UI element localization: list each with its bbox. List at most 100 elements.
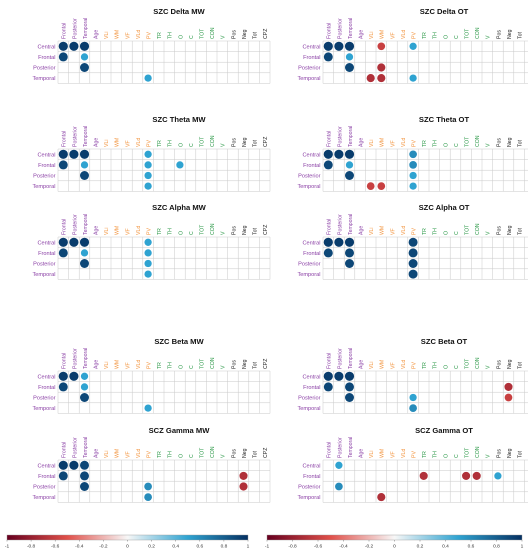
correlation-dot	[334, 237, 344, 247]
correlation-dot	[58, 149, 68, 159]
column-label: Pos	[231, 138, 237, 147]
column-label: C	[454, 143, 460, 147]
row-label: Temporal	[297, 272, 320, 278]
column-label: TOT	[200, 447, 206, 458]
column-label: TR	[157, 451, 163, 458]
column-label: Frontal	[62, 23, 68, 39]
grid	[322, 236, 528, 280]
column-label: WM	[115, 449, 121, 458]
colorbar-tick-label: 0.8	[221, 544, 228, 550]
column-label: CPZ	[263, 29, 269, 39]
column-label: Temporal	[348, 437, 354, 458]
column-label: V	[221, 365, 227, 369]
column-label: VF	[390, 140, 396, 147]
column-label: V	[221, 454, 227, 458]
column-label: PV	[412, 451, 418, 458]
colorbar-tick-label: -0.6	[314, 544, 323, 550]
row-label: Central	[37, 240, 55, 246]
grid	[57, 370, 271, 414]
colorbar-1: -1 -0.8 -0.6 -0.4 -0.2 0 0.2 0.4 0.6 0.8 1	[5, 534, 250, 550]
correlation-dot	[58, 382, 68, 392]
correlation-dot	[144, 171, 152, 180]
correlation-dot	[409, 150, 417, 159]
column-label: Pos	[496, 30, 502, 39]
column-label: WM	[380, 226, 386, 235]
correlation-dot	[80, 460, 89, 470]
column-label: CON	[210, 223, 216, 235]
correlation-dot	[80, 259, 89, 268]
column-label: WM	[115, 138, 121, 147]
correlation-dot	[409, 161, 417, 169]
correlation-dot	[80, 393, 89, 402]
column-label: V	[486, 143, 492, 147]
column-label: TR	[157, 228, 163, 235]
column-label: TOT	[200, 136, 206, 147]
colorbar-tick-label: 0.6	[468, 544, 475, 550]
correlation-dot	[58, 52, 68, 62]
column-label: WM	[115, 226, 121, 235]
column-label: C	[454, 231, 460, 235]
correlation-dot	[345, 53, 354, 61]
grid	[322, 459, 528, 503]
grid	[57, 459, 271, 503]
column-label: Temporal	[348, 348, 354, 369]
colorbar-tick-label: -0.6	[51, 544, 60, 550]
column-label: C	[189, 35, 195, 39]
correlation-dot	[323, 52, 333, 62]
column-label: VF	[125, 362, 131, 369]
colorbar-tick-label: 1	[521, 544, 524, 550]
column-label: TH	[433, 32, 439, 39]
column-label: Neg	[242, 29, 248, 39]
correlation-dot	[58, 371, 68, 381]
panel-szc-alpha-ot: SZC Alpha OT Frontal Posterior Temporal Age V…	[297, 203, 528, 280]
column-label: TR	[157, 32, 163, 39]
column-label: Temporal	[83, 18, 89, 39]
column-label: WM	[115, 360, 121, 369]
correlation-dot	[58, 160, 68, 170]
column-label: VF	[125, 451, 131, 458]
column-label: TR	[422, 451, 428, 458]
column-label: VLi	[104, 228, 110, 236]
panel-title: SCZ Gamma MW	[149, 426, 211, 435]
panel-szc-delta-mw: SZC Delta MW Frontal Posterior Temporal Age V…	[32, 7, 271, 84]
correlation-dot	[58, 471, 68, 481]
column-label: VLd	[401, 30, 407, 39]
column-label: Posterior	[72, 126, 78, 147]
column-label: VLd	[401, 138, 407, 147]
row-label: Temporal	[32, 272, 55, 278]
column-label: VF	[125, 228, 131, 235]
correlation-dot	[80, 63, 89, 72]
column-label: Pos	[496, 138, 502, 147]
column-label: CON	[210, 357, 216, 369]
correlation-dot	[409, 42, 417, 50]
colorbar-tick-label: 1	[247, 544, 250, 550]
column-label: Frontal	[62, 442, 68, 458]
column-label: VF	[390, 228, 396, 235]
column-label: O	[443, 365, 449, 369]
panel-szc-theta-ot: SZC Theta OT Frontal Posterior Temporal Age V…	[297, 115, 528, 192]
correlation-dot	[409, 404, 417, 412]
column-label: Posterior	[337, 18, 343, 39]
column-label: TH	[168, 140, 174, 147]
column-label: CON	[475, 223, 481, 235]
column-label: Tot	[518, 362, 524, 369]
column-label: TR	[422, 362, 428, 369]
column-label: V	[486, 365, 492, 369]
column-label: Neg	[507, 29, 513, 39]
column-label: TH	[168, 362, 174, 369]
correlation-dot	[69, 237, 79, 247]
correlation-dot	[409, 74, 417, 82]
correlation-dot	[80, 161, 89, 169]
correlation-dot	[323, 237, 333, 247]
column-label: TOT	[200, 224, 206, 235]
column-label: Frontal	[327, 219, 333, 235]
column-label: TOT	[465, 358, 471, 369]
row-label: Temporal	[297, 184, 320, 190]
panel-title: SZC Delta MW	[153, 7, 205, 16]
correlation-dot	[144, 182, 152, 190]
column-label: Tot	[518, 32, 524, 39]
column-label: O	[178, 231, 184, 235]
row-label: Temporal	[297, 406, 320, 412]
colorbar-tick-label: 0	[393, 544, 396, 550]
